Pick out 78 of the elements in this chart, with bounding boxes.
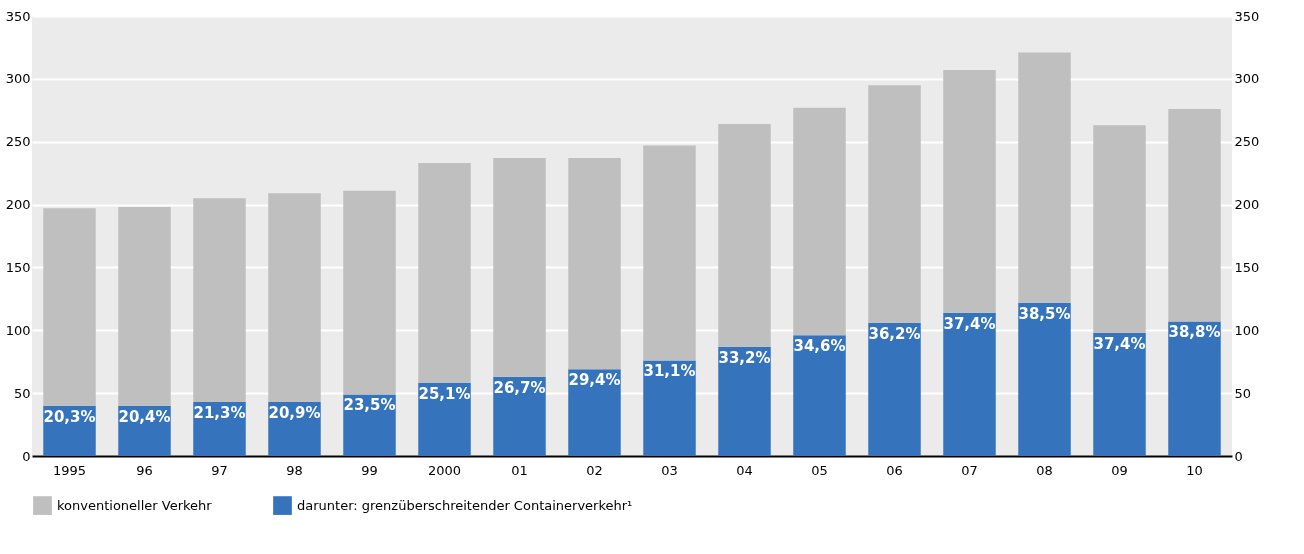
- x-tick-label: 96: [136, 462, 153, 478]
- x-tick-label: 98: [286, 462, 303, 478]
- annotation: 20,4%: [118, 407, 171, 426]
- bar: [1093, 332, 1146, 456]
- bar: [43, 208, 96, 406]
- x-tick-label: 07: [961, 462, 978, 478]
- bar: [343, 190, 396, 395]
- annotation: 38,8%: [1168, 323, 1221, 342]
- x-tick-label: 08: [1036, 462, 1053, 478]
- annotation: 33,2%: [718, 348, 771, 367]
- x-tick-label: 1995: [52, 462, 87, 478]
- x-tick-label: 99: [361, 462, 378, 478]
- x-tick-label: 04: [736, 462, 753, 478]
- legend-label: konventioneller Verkehr: [57, 497, 213, 513]
- bar: [868, 322, 921, 456]
- x-tick-label: 06: [886, 462, 903, 478]
- bar: [418, 383, 471, 456]
- x-tick-label: 02: [586, 462, 603, 478]
- bar: [643, 145, 696, 361]
- x-tick-label: 97: [211, 462, 228, 478]
- annotation: 23,5%: [343, 396, 396, 415]
- annotation: 20,3%: [43, 407, 96, 426]
- y2-tick-label: 150: [1234, 259, 1260, 275]
- bar: [1168, 321, 1221, 456]
- bar: [1018, 52, 1071, 303]
- annotation: 21,3%: [193, 403, 246, 422]
- y2-tick-label: 250: [1234, 134, 1260, 150]
- bar: [1168, 109, 1221, 322]
- bar: [568, 158, 621, 370]
- annotation: 37,4%: [943, 314, 996, 333]
- y2-tick-label: 50: [1234, 385, 1252, 401]
- bar: [718, 346, 771, 456]
- annotation: 34,6%: [793, 337, 846, 356]
- x-tick-label: 01: [511, 462, 528, 478]
- bar: [643, 360, 696, 456]
- bar: [268, 193, 321, 402]
- y-tick-label: 50: [13, 385, 31, 401]
- bar: [718, 124, 771, 347]
- y-tick-label: 300: [5, 71, 31, 87]
- bar: [1018, 302, 1071, 456]
- x-tick-label: 09: [1111, 462, 1128, 478]
- y2-tick-label: 300: [1234, 71, 1260, 87]
- y-tick-label: 250: [5, 134, 31, 150]
- annotation: 26,7%: [493, 378, 546, 397]
- bar: [868, 85, 921, 323]
- annotation: 20,9%: [268, 403, 321, 422]
- x-tick-label: 03: [661, 462, 678, 478]
- bar: [343, 394, 396, 456]
- bar: [118, 207, 171, 406]
- bar: [568, 369, 621, 456]
- annotation: 31,1%: [643, 362, 696, 381]
- x-tick-label: 2000: [427, 462, 462, 478]
- bar: [493, 158, 546, 377]
- x-tick-label: 10: [1186, 462, 1203, 478]
- bar: [793, 107, 846, 336]
- legend-label: darunter: grenzüberschreitender Containerverkehr¹: [297, 497, 633, 513]
- y-tick-label: 350: [5, 8, 31, 24]
- bar: [418, 163, 471, 384]
- y2-tick-label: 100: [1234, 322, 1260, 338]
- annotation: 36,2%: [868, 324, 921, 343]
- bar: [943, 70, 996, 313]
- y2-tick-label: 200: [1234, 197, 1260, 213]
- y-tick-label: 200: [5, 197, 31, 213]
- x-tick-label: 05: [811, 462, 828, 478]
- annotation: 37,4%: [1093, 334, 1146, 353]
- y-tick-label: 0: [22, 448, 31, 464]
- y2-tick-label: 0: [1234, 448, 1243, 464]
- annotation: 38,5%: [1018, 304, 1071, 323]
- bar: [193, 198, 246, 402]
- bar: [1093, 125, 1146, 333]
- bar: [493, 376, 546, 456]
- y-tick-label: 100: [5, 322, 31, 338]
- annotation: 25,1%: [418, 385, 471, 404]
- y2-tick-label: 350: [1234, 8, 1260, 24]
- annotation: 29,4%: [568, 371, 621, 390]
- y-tick-label: 150: [5, 259, 31, 275]
- bar: [793, 335, 846, 456]
- bar: [943, 312, 996, 456]
